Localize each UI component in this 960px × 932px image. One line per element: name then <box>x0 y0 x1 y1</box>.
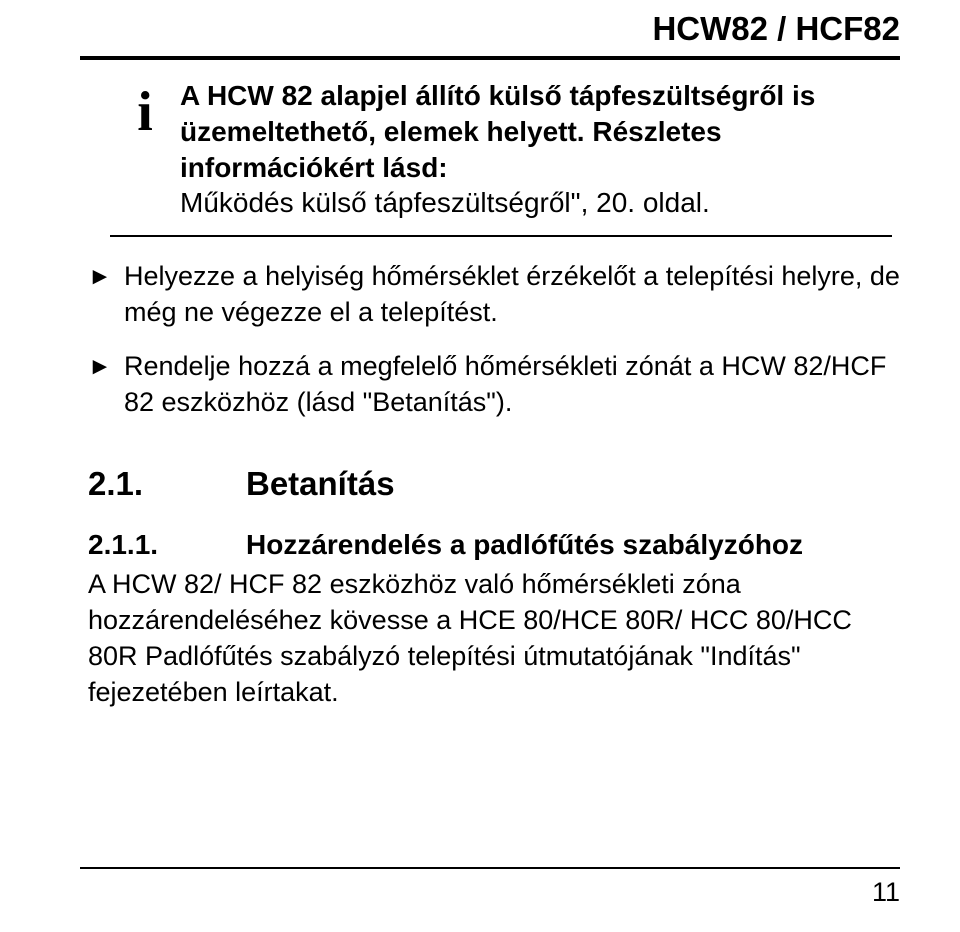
subsection-title: Hozzárendelés a padlófűtés szabályzóhoz <box>246 529 803 561</box>
page-footer: 11 <box>80 867 900 908</box>
body-paragraph: A HCW 82/ HCF 82 eszközhöz való hőmérsék… <box>88 567 900 711</box>
page-number: 11 <box>80 877 900 908</box>
list-item: ► Helyezze a helyiség hőmérséklet érzéke… <box>88 259 900 331</box>
bullet-list: ► Helyezze a helyiség hőmérséklet érzéke… <box>88 259 900 421</box>
subsection-heading: 2.1.1. Hozzárendelés a padlófűtés szabál… <box>88 529 900 561</box>
footer-rule <box>80 867 900 869</box>
bullet-text: Helyezze a helyiség hőmérséklet érzékelő… <box>124 259 900 331</box>
section-title: Betanítás <box>246 465 395 503</box>
info-text-sub: Működés külső tápfeszültségről", 20. old… <box>180 187 710 218</box>
info-icon: i <box>137 84 153 140</box>
info-text-bold: A HCW 82 alapjel állító külső tápfeszült… <box>180 80 815 183</box>
running-header: HCW82 / HCF82 <box>80 0 900 56</box>
bullet-text: Rendelje hozzá a megfelelő hőmérsékleti … <box>124 349 900 421</box>
section-heading: 2.1. Betanítás <box>88 465 900 503</box>
bullet-marker-icon: ► <box>88 259 124 292</box>
info-box-rule <box>110 235 892 237</box>
info-box: i A HCW 82 alapjel állító külső tápfeszü… <box>110 78 892 237</box>
section-number: 2.1. <box>88 465 246 503</box>
bullet-marker-icon: ► <box>88 349 124 382</box>
subsection-number: 2.1.1. <box>88 529 246 561</box>
info-icon-cell: i <box>110 78 180 140</box>
list-item: ► Rendelje hozzá a megfelelő hőmérséklet… <box>88 349 900 421</box>
info-text: A HCW 82 alapjel állító külső tápfeszült… <box>180 78 892 221</box>
info-row: i A HCW 82 alapjel állító külső tápfeszü… <box>110 78 892 235</box>
header-rule <box>80 56 900 60</box>
document-page: HCW82 / HCF82 i A HCW 82 alapjel állító … <box>0 0 960 932</box>
